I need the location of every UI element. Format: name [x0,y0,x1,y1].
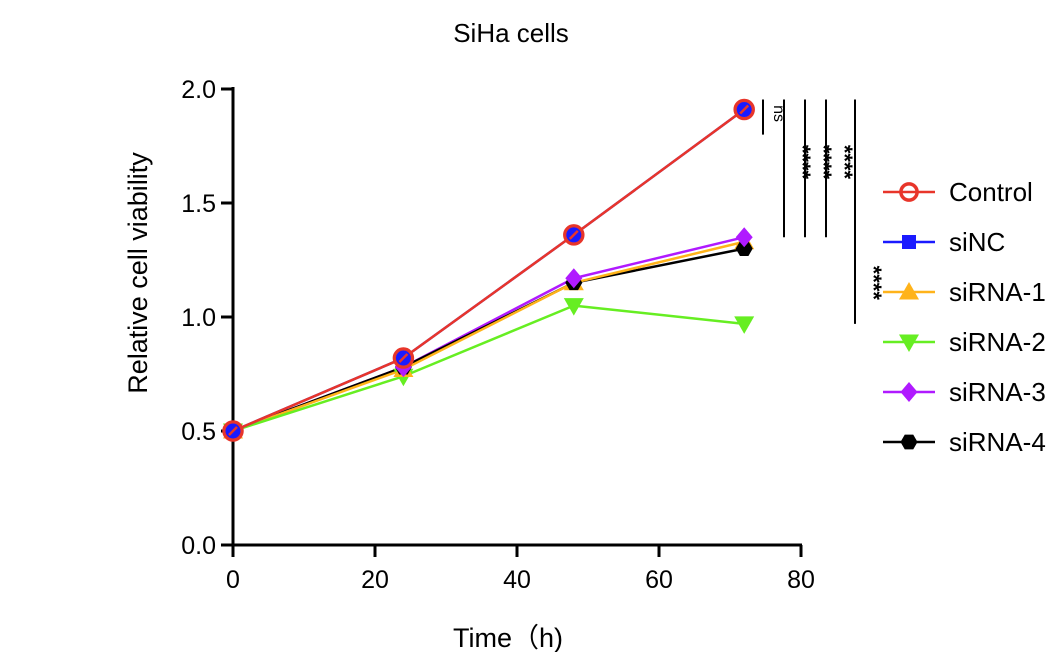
x-tick-label: 0 [226,566,240,594]
x-tick-label: 40 [503,566,531,594]
chart-title: SiHa cells [453,18,569,48]
legend-label: Control [949,177,1033,207]
legend-label: siRNA-2 [949,327,1046,357]
significance-label: **** [832,145,857,180]
y-tick-label: 0.5 [181,418,216,446]
legend-label: siRNA-1 [949,277,1046,307]
x-tick-label: 60 [645,566,673,594]
data-point [735,227,753,248]
x-axis-label: Time（h) [453,623,563,652]
data-point [899,334,919,352]
data-point-line [739,104,750,115]
y-tick-label: 0.0 [181,532,216,560]
data-point [222,420,244,442]
y-tick-label: 2.0 [181,76,216,104]
legend-item-sirna-1: siRNA-1 [883,277,1046,307]
data-point [899,182,919,202]
series-line-sirna-1 [232,240,745,433]
series-line-sinc [232,108,745,433]
legend-item-sirna-3: siRNA-3 [883,377,1046,407]
legend-item-control: Control [883,177,1033,207]
series-line-sirna-2 [232,304,745,433]
y-axis-label: Relative cell viability [123,152,153,394]
data-point [899,282,919,300]
legend-marker [902,235,916,249]
significance-label: ns [770,105,787,122]
significance-brackets: ns**************** [762,99,886,324]
data-point [735,241,753,256]
data-point [734,316,755,334]
legend-label: siNC [949,227,1005,257]
legend-item-sinc: siNC [883,227,1005,257]
y-tick-label: 1.0 [181,304,216,332]
legend-item-sirna-2: siRNA-2 [883,327,1046,357]
series-layer [222,98,755,442]
legend-label: siRNA-4 [949,427,1046,457]
data-point [733,98,755,121]
data-point [565,268,583,289]
data-point-line [228,426,238,436]
data-point-line [568,230,579,240]
significance-label: **** [811,145,836,180]
legend-item-sirna-4: siRNA-4 [883,427,1046,457]
x-tick-label: 80 [787,566,815,594]
series-markers-control [222,98,755,442]
data-point [563,298,584,316]
series-markers-sinc [225,102,752,439]
x-tick-label: 20 [361,566,389,594]
series-line-control [232,108,745,433]
data-point [563,224,585,246]
data-point [392,347,415,369]
legend: Control siNC siRNA-1 siRNA-2 siRNA-3 siRNA-4 [883,177,1046,457]
legend-label: siRNA-3 [949,377,1046,407]
data-point [900,434,918,450]
y-tick-label: 1.5 [181,190,216,218]
data-point-line [398,353,409,363]
data-point [900,382,918,402]
significance-label: **** [790,145,815,180]
significance-label: **** [861,266,886,301]
axes: 0 20 40 60 80 0.0 0.5 1.0 1.5 2.0 [181,76,815,594]
series-markers-sirna-2 [223,298,755,441]
